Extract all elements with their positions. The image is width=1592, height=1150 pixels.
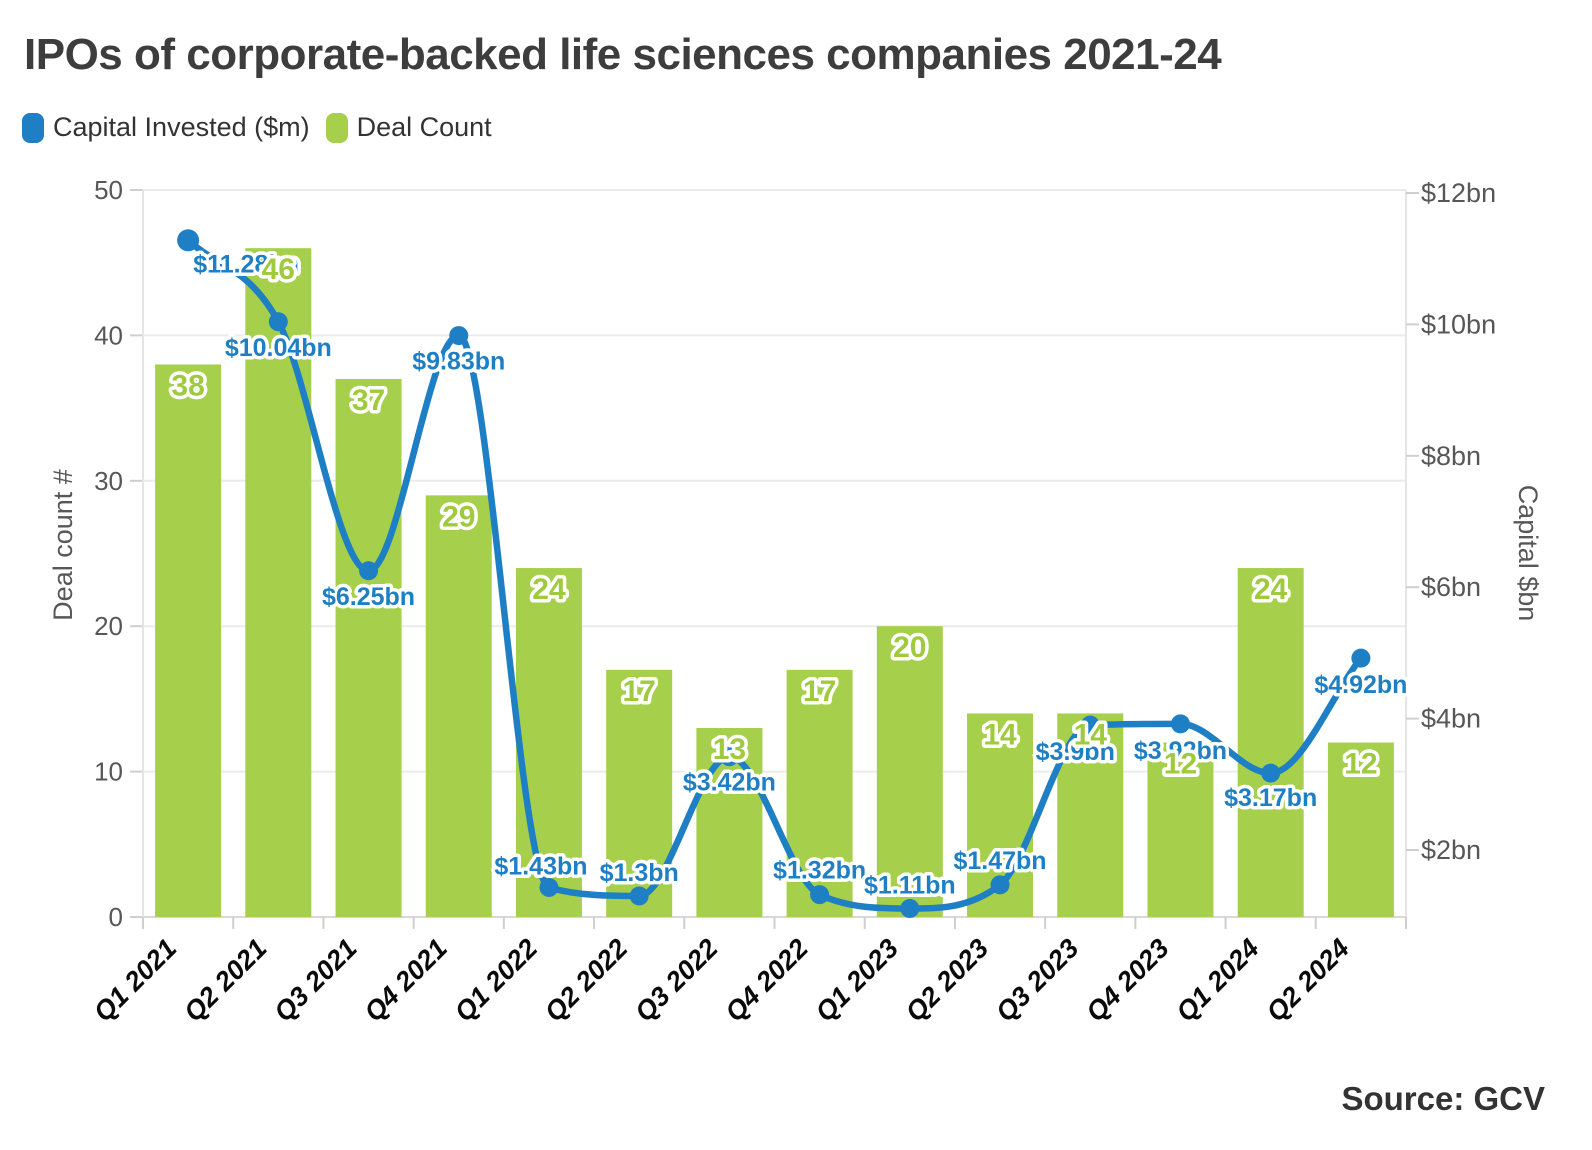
right-tick-label-8: $8bn (1421, 441, 1481, 471)
line-point-q3-2023 (1080, 715, 1100, 735)
line-point-q4-2022 (810, 885, 830, 905)
x-label-q1-2022: Q1 2022 (449, 933, 543, 1027)
line-label-q4-2023: $3.92bn (1134, 737, 1227, 765)
bar-label-q1-2024: 24 (1254, 573, 1288, 606)
right-tick-label-6: $6bn (1421, 572, 1481, 602)
left-tick-label-50: 50 (94, 175, 123, 205)
x-label-q4-2021: Q4 2021 (359, 933, 453, 1027)
bar-series-deal-count (155, 248, 1394, 918)
line-label-q4-2021: $9.83bn (412, 348, 505, 376)
x-label-q4-2023: Q4 2023 (1080, 933, 1174, 1027)
line-point-q2-2022 (629, 886, 649, 906)
right-tick-label-2: $2bn (1421, 835, 1481, 865)
line-label-q3-2021: $6.25bn (322, 583, 415, 611)
left-tick-label-10: 10 (94, 757, 123, 787)
line-value-labels: $11.28bn $10.04bn $6.25bn $9.83bn $1.43bn $1.… (190, 247, 1411, 903)
bar-q4-2021 (425, 495, 492, 917)
legend-label-capital-invested: Capital Invested ($m) (53, 112, 310, 142)
source-credit: Source: GCV (1341, 1080, 1545, 1117)
bar-label-q1-2023: 20 (893, 631, 926, 664)
legend-item-capital-invested[interactable]: Capital Invested ($m) (22, 112, 310, 143)
legend-item-deal-count[interactable]: Deal Count (325, 112, 492, 143)
x-label-q3-2022: Q3 2022 (629, 933, 723, 1027)
bar-q3-2021 (335, 379, 402, 917)
bar-label-q3-2023: 14 (1074, 718, 1108, 751)
x-label-q1-2021: Q1 2021 (88, 933, 182, 1027)
legend-chip-capital-invested-icon (22, 112, 44, 143)
line-point-q4-2023 (1170, 714, 1190, 734)
bar-q2-2021 (245, 248, 312, 917)
left-tick-label-20: 20 (94, 611, 123, 641)
legend-label-deal-count: Deal Count (356, 112, 492, 142)
bar-q4-2022 (786, 669, 853, 917)
line-point-q1-2024 (1261, 763, 1281, 783)
line-label-q2-2022: $1.3bn (600, 859, 679, 887)
bar-value-labels: 38 46 37 29 24 17 13 17 20 14 14 12 24 12 (168, 250, 1381, 784)
bar-q2-2024 (1327, 742, 1394, 917)
bar-label-q2-2021: 46 (262, 253, 295, 286)
line-point-q3-2021 (359, 561, 379, 581)
line-label-q2-2021: $10.04bn (225, 334, 332, 362)
x-label-q2-2024: Q2 2024 (1261, 933, 1355, 1027)
bar-q1-2024 (1237, 568, 1304, 917)
x-label-q1-2024: Q1 2024 (1170, 933, 1264, 1027)
x-label-q2-2022: Q2 2022 (539, 933, 633, 1027)
bar-label-q3-2022: 13 (713, 733, 746, 766)
legend: Capital Invested ($m) Deal Count (22, 112, 508, 143)
left-tick-label-30: 30 (94, 466, 123, 496)
line-point-q2-2024 (1351, 648, 1371, 668)
bar-label-q4-2023: 12 (1164, 748, 1197, 781)
line-point-q4-2021 (449, 326, 469, 346)
right-tick-label-12: $12bn (1421, 178, 1496, 208)
bar-label-q1-2021: 38 (171, 369, 204, 402)
line-point-q1-2022 (539, 877, 559, 897)
left-tick-label-40: 40 (94, 320, 123, 350)
line-label-q2-2023: $1.47bn (953, 847, 1046, 875)
bar-label-q2-2023: 14 (983, 718, 1017, 751)
x-label-q3-2023: Q3 2023 (990, 933, 1084, 1027)
left-tick-label-0: 0 (109, 902, 123, 932)
legend-chip-deal-count-icon (325, 112, 348, 143)
x-label-q2-2021: Q2 2021 (178, 933, 272, 1027)
line-point-q1-2023 (900, 898, 920, 918)
bar-q4-2023 (1147, 742, 1214, 917)
chart-title: IPOs of corporate-backed life sciences c… (24, 30, 1222, 79)
bar-label-q4-2022: 17 (803, 675, 836, 708)
line-series-capital-invested (177, 229, 1371, 918)
line-label-q3-2023: $3.9bn (1036, 738, 1115, 766)
line-label-q1-2022: $1.43bn (494, 852, 587, 880)
line-point-q2-2021 (268, 312, 288, 332)
x-label-q4-2022: Q4 2022 (719, 933, 813, 1027)
bar-q1-2023 (876, 626, 943, 917)
line-label-q2-2024: $4.92bn (1314, 671, 1407, 699)
line-label-q1-2021: $11.28bn (193, 250, 299, 278)
right-tick-label-10: $10bn (1421, 309, 1496, 339)
line-label-q1-2024: $3.17bn (1224, 784, 1317, 812)
bar-q1-2022 (515, 568, 582, 917)
line-label-q3-2022: $3.42bn (683, 769, 776, 797)
bar-label-q1-2022: 24 (532, 573, 566, 606)
line-label-q1-2023: $1.11bn (864, 871, 956, 899)
line-point-q1-2021 (177, 229, 200, 252)
x-label-q1-2023: Q1 2023 (810, 933, 904, 1027)
right-tick-label-4: $4bn (1421, 704, 1481, 734)
bar-label-q2-2024: 12 (1344, 748, 1377, 781)
line-label-q4-2022: $1.32bn (773, 857, 866, 885)
x-label-q3-2021: Q3 2021 (268, 933, 362, 1027)
bar-label-q3-2021: 37 (352, 384, 385, 417)
bar-q1-2021 (155, 364, 222, 918)
line-point-q3-2022 (719, 747, 739, 767)
x-label-q2-2023: Q2 2023 (900, 933, 994, 1027)
bar-label-q4-2021: 29 (442, 500, 475, 533)
line-point-q2-2023 (990, 875, 1010, 895)
bar-label-q2-2022: 17 (622, 675, 655, 708)
